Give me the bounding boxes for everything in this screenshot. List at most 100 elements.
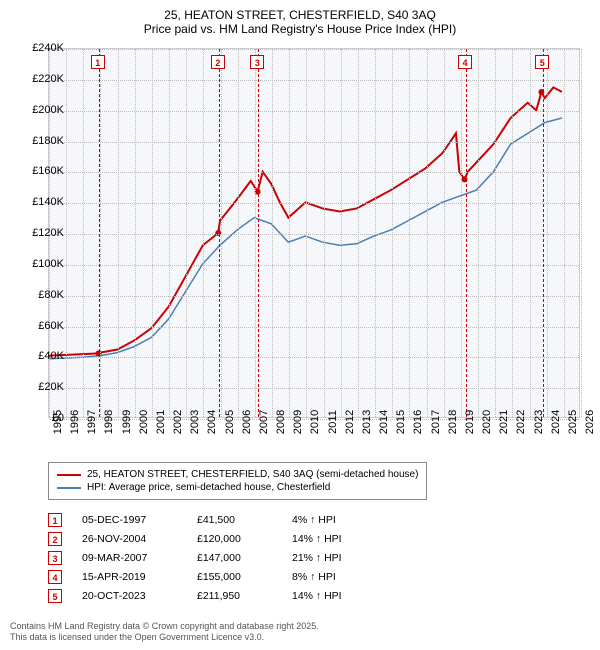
gridline-v [255, 49, 256, 417]
y-axis-label: £180K [20, 135, 64, 147]
chart-subtitle: Price paid vs. HM Land Registry's House … [0, 22, 600, 36]
footer-attribution: Contains HM Land Registry data © Crown c… [10, 621, 319, 644]
x-axis-label: 2017 [430, 410, 442, 434]
x-axis-label: 2003 [189, 410, 201, 434]
gridline-v [512, 49, 513, 417]
x-axis-label: 2020 [481, 410, 493, 434]
gridline-h [49, 142, 579, 143]
event-row-price: £120,000 [197, 533, 272, 545]
x-axis-label: 2023 [533, 410, 545, 434]
chart-lines-svg [49, 49, 579, 417]
event-marker: 4 [458, 55, 472, 69]
gridline-v [547, 49, 548, 417]
x-axis-label: 2009 [292, 410, 304, 434]
event-line [543, 49, 544, 417]
y-axis-label: £100K [20, 258, 64, 270]
x-axis-label: 2004 [206, 410, 218, 434]
x-axis-label: 2025 [567, 410, 579, 434]
x-axis-label: 2007 [258, 410, 270, 434]
x-axis-label: 2014 [378, 410, 390, 434]
event-line [258, 49, 259, 417]
event-row-pct: 14% ↑ HPI [292, 590, 382, 602]
x-axis-label: 2021 [498, 410, 510, 434]
x-axis-label: 2005 [224, 410, 236, 434]
gridline-v [83, 49, 84, 417]
gridline-v [409, 49, 410, 417]
legend-swatch-hpi [57, 487, 81, 489]
event-row: 4 15-APR-2019 £155,000 8% ↑ HPI [48, 570, 382, 584]
footer-line-2: This data is licensed under the Open Gov… [10, 632, 319, 644]
legend-label-hpi: HPI: Average price, semi-detached house,… [87, 482, 330, 493]
event-row: 105-DEC-1997£41,5004% ↑ HPI [48, 513, 382, 527]
gridline-v [152, 49, 153, 417]
event-row-date: 05-DEC-1997 [82, 514, 177, 526]
event-row-date: 09-MAR-2007 [82, 552, 177, 564]
event-row-price: £41,500 [197, 514, 272, 526]
footer-line-1: Contains HM Land Registry data © Crown c… [10, 621, 319, 633]
gridline-v [392, 49, 393, 417]
gridline-h [49, 234, 579, 235]
event-line [99, 49, 100, 417]
chart-plot-area: 12345 [48, 48, 580, 418]
event-row-marker: 4 [48, 570, 62, 584]
event-row: 5 20-OCT-2023 £211,950 14% ↑ HPI [48, 589, 382, 603]
event-row-price: £211,950 [197, 590, 272, 602]
x-axis-label: 1997 [86, 410, 98, 434]
gridline-v [358, 49, 359, 417]
gridline-h [49, 111, 579, 112]
event-row: 2 26-NOV-2004 £120,000 14% ↑ HPI [48, 532, 382, 546]
gridline-v [581, 49, 582, 417]
x-axis-label: 2019 [464, 410, 476, 434]
event-row-date: 20-OCT-2023 [82, 590, 177, 602]
gridline-v [427, 49, 428, 417]
gridline-v [169, 49, 170, 417]
gridline-v [461, 49, 462, 417]
gridline-h [49, 172, 579, 173]
x-axis-label: 2010 [309, 410, 321, 434]
gridline-v [495, 49, 496, 417]
x-axis-label: 2013 [361, 410, 373, 434]
y-axis-label: £40K [20, 350, 64, 362]
legend-row-hpi: HPI: Average price, semi-detached house,… [57, 482, 418, 493]
event-row-marker: 3 [48, 551, 62, 565]
x-axis-label: 2016 [412, 410, 424, 434]
event-row-pct: 14% ↑ HPI [292, 533, 382, 545]
x-axis-label: 2000 [138, 410, 150, 434]
event-row-marker: 2 [48, 532, 62, 546]
y-axis-label: £220K [20, 73, 64, 85]
y-axis-label: £60K [20, 320, 64, 332]
event-row-marker: 5 [48, 589, 62, 603]
x-axis-label: 1995 [52, 410, 64, 434]
event-row-date: 15-APR-2019 [82, 571, 177, 583]
event-row-pct: 4% ↑ HPI [292, 514, 382, 526]
gridline-h [49, 203, 579, 204]
gridline-v [272, 49, 273, 417]
y-axis-label: £120K [20, 227, 64, 239]
gridline-h [49, 296, 579, 297]
event-marker: 5 [535, 55, 549, 69]
gridline-v [221, 49, 222, 417]
x-axis-label: 2015 [395, 410, 407, 434]
legend-row-price-paid: 25, HEATON STREET, CHESTERFIELD, S40 3AQ… [57, 469, 418, 480]
gridline-v [186, 49, 187, 417]
x-axis-label: 2008 [275, 410, 287, 434]
x-axis-label: 1999 [121, 410, 133, 434]
event-line [466, 49, 467, 417]
x-axis-label: 2006 [241, 410, 253, 434]
gridline-h [49, 265, 579, 266]
gridline-v [289, 49, 290, 417]
gridline-v [100, 49, 101, 417]
y-axis-label: £140K [20, 196, 64, 208]
event-row-pct: 8% ↑ HPI [292, 571, 382, 583]
x-axis-label: 2024 [550, 410, 562, 434]
gridline-v [203, 49, 204, 417]
gridline-v [238, 49, 239, 417]
x-axis-label: 1998 [103, 410, 115, 434]
gridline-v [135, 49, 136, 417]
chart-container: 25, HEATON STREET, CHESTERFIELD, S40 3AQ… [0, 0, 600, 650]
event-row-date: 26-NOV-2004 [82, 533, 177, 545]
x-axis-label: 2002 [172, 410, 184, 434]
event-row-price: £155,000 [197, 571, 272, 583]
legend-swatch-price-paid [57, 474, 81, 476]
event-line [219, 49, 220, 417]
